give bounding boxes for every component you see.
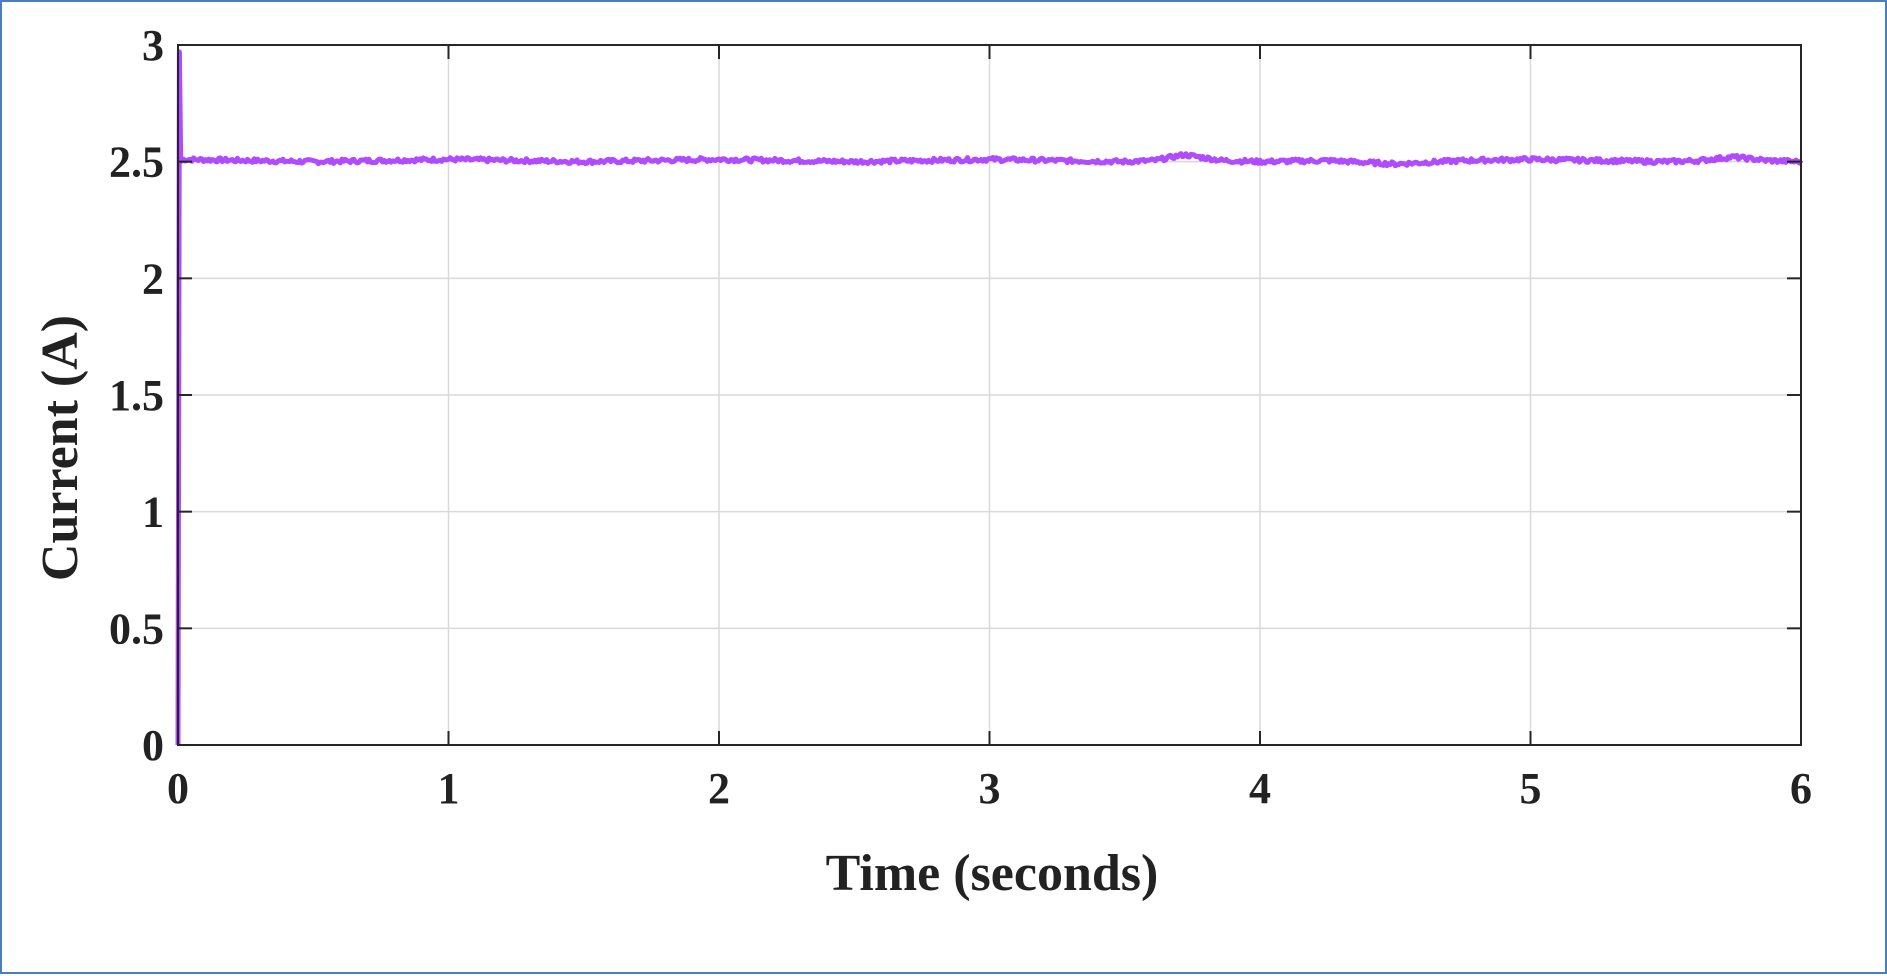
y-tick-labels: 0 0.5 1 1.5 2 2.5 3 [109,21,164,770]
x-tick-labels: 0 1 2 3 4 5 6 [167,764,1812,813]
x-tick-label: 0 [167,764,189,813]
y-tick-label: 1 [142,488,164,537]
x-tick-label: 3 [979,764,1001,813]
x-tick-label: 6 [1790,764,1812,813]
x-axis-label: Time (seconds) [826,845,1159,902]
axes [177,44,1802,746]
y-axis-label: Current (A) [32,315,89,581]
x-tick-label: 2 [708,764,730,813]
plot-area [175,49,1804,746]
x-tick-label: 5 [1520,764,1542,813]
x-tick-label: 4 [1249,764,1271,813]
y-tick-label: 3 [142,21,164,70]
y-tick-label: 2.5 [109,138,164,187]
y-tick-label: 0.5 [109,604,164,653]
y-tick-label: 1.5 [109,371,164,420]
y-tick-label: 0 [142,721,164,770]
y-tick-label: 2 [142,254,164,303]
series-line-0 [175,49,1804,746]
grid [178,45,1801,745]
x-tick-label: 1 [438,764,460,813]
